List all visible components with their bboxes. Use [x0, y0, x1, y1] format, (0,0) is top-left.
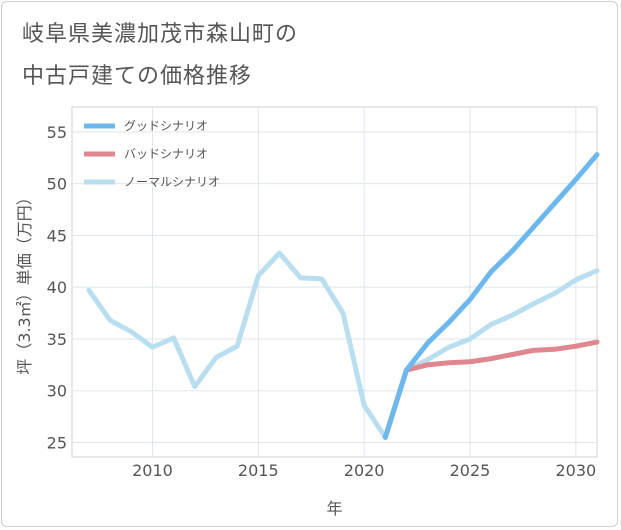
y-tick-label: 40 — [47, 278, 67, 297]
y-tick-label: 25 — [47, 434, 67, 453]
x-tick-labels: 2010 2015 2020 2025 2030 — [132, 461, 596, 480]
chart-title-line-1: 岐阜県美濃加茂市森山町の — [22, 22, 299, 47]
legend-label-1: バッドシナリオ — [124, 147, 208, 161]
series-line-1 — [382, 339, 600, 440]
series-line-2 — [86, 250, 600, 440]
x-tick-label: 2010 — [132, 461, 173, 480]
series-line-0 — [382, 152, 600, 440]
plot-area — [71, 106, 598, 458]
legend-label-0: グッドシナリオ — [124, 119, 208, 133]
y-axis-title: 坪（3.3㎡）単価（万円） — [15, 189, 34, 374]
y-tick-labels: 25 30 35 40 45 50 55 — [47, 123, 67, 453]
x-tick-label: 2030 — [555, 461, 596, 480]
chart-title-line-2: 中古戸建ての価格推移 — [22, 64, 253, 89]
series-layer — [86, 152, 600, 440]
x-axis-title: 年 — [326, 499, 342, 518]
x-tick-label: 2020 — [344, 461, 385, 480]
x-tick-label: 2025 — [450, 461, 491, 480]
y-tick-label: 45 — [47, 226, 67, 245]
y-tick-label: 30 — [47, 382, 67, 401]
x-tick-label: 2015 — [238, 461, 279, 480]
y-tick-label: 55 — [47, 123, 67, 142]
y-tick-label: 35 — [47, 330, 67, 349]
legend-label-2: ノーマルシナリオ — [124, 175, 220, 189]
y-tick-label: 50 — [47, 175, 67, 194]
